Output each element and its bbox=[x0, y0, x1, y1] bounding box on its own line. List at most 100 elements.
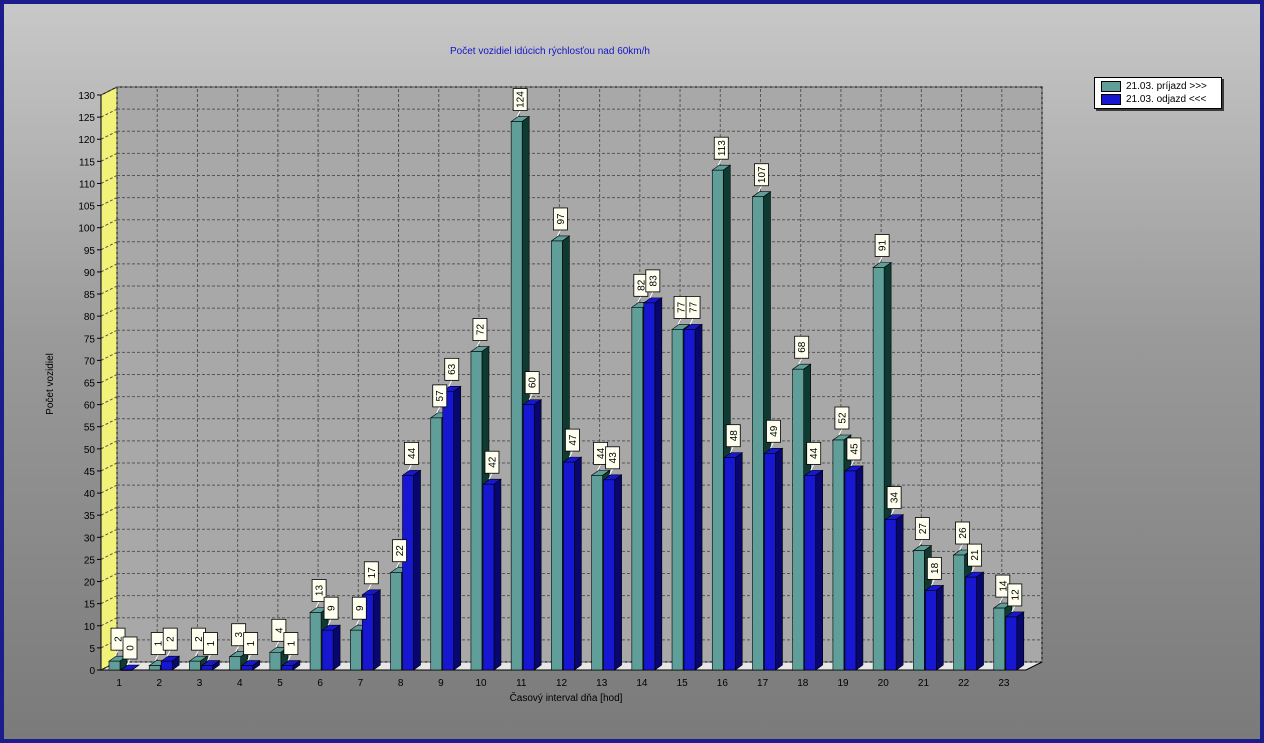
bar-s1-c4 bbox=[281, 665, 294, 671]
y-tick-label: 85 bbox=[84, 290, 96, 301]
data-label-box-s1-c3 bbox=[243, 632, 259, 655]
bar-s0-c13 bbox=[631, 307, 644, 671]
y-tick-label: 95 bbox=[84, 246, 96, 257]
x-tick-label-3: 4 bbox=[237, 678, 243, 689]
data-label-leader-s1-c2 bbox=[206, 654, 211, 661]
data-label-box-s0-c16 bbox=[754, 163, 769, 187]
y-tick-label: 70 bbox=[84, 356, 96, 367]
bar-s0-c16 bbox=[752, 196, 764, 671]
data-label-s0-c21: 26 bbox=[958, 527, 969, 539]
x-tick-label-15: 16 bbox=[717, 678, 729, 689]
y-tick-label: 5 bbox=[89, 644, 95, 655]
bar-s1-c22 bbox=[1005, 616, 1018, 671]
data-label-leader-s1-c6 bbox=[367, 583, 372, 591]
data-label-leader-s1-c10 bbox=[528, 393, 533, 400]
legend-item-prijazd: 21.03. príjazd >>> bbox=[1101, 81, 1207, 93]
bar-s0-c12 bbox=[591, 475, 603, 671]
y-tick-label: 100 bbox=[78, 224, 95, 235]
bar-side-s1-c15 bbox=[734, 452, 743, 671]
data-label-leader-s1-c17 bbox=[810, 464, 815, 471]
x-tick-label-0: 1 bbox=[116, 678, 122, 689]
bar-side-s1-c18 bbox=[855, 465, 864, 671]
legend-label-odjazd: 21.03. odjazd <<< bbox=[1126, 94, 1207, 106]
y-tick-label: 60 bbox=[84, 401, 96, 412]
gridline-side bbox=[100, 219, 118, 229]
y-tick-label: 125 bbox=[78, 113, 95, 124]
data-label-s1-c18: 45 bbox=[849, 443, 860, 455]
data-label-s1-c13: 83 bbox=[648, 275, 659, 287]
y-tick-label: 50 bbox=[84, 445, 96, 456]
bar-side-s1-c14 bbox=[694, 323, 703, 671]
bar-s0-c10 bbox=[510, 121, 523, 671]
data-label-s0-c10: 124 bbox=[516, 91, 527, 108]
x-tick-label-16: 17 bbox=[757, 678, 769, 689]
bar-s1-c16 bbox=[764, 452, 776, 671]
gridline-side bbox=[100, 241, 118, 251]
data-label-box-s1-c11 bbox=[564, 428, 580, 452]
data-label-leader-s1-c16 bbox=[770, 442, 774, 449]
y-tick-label: 10 bbox=[84, 622, 96, 633]
x-tick-label-14: 15 bbox=[677, 678, 689, 689]
bar-side-s1-c20 bbox=[936, 584, 944, 671]
data-label-s1-c11: 47 bbox=[568, 434, 579, 446]
bar-s1-c21 bbox=[965, 576, 977, 671]
bar-side-s1-c12 bbox=[614, 474, 622, 671]
left-wall bbox=[100, 86, 118, 671]
data-label-leader-s0-c18 bbox=[838, 428, 843, 436]
y-tick-label: 120 bbox=[78, 135, 95, 146]
data-label-s1-c12: 43 bbox=[608, 452, 619, 464]
y-tick-label: 20 bbox=[84, 578, 96, 589]
x-tick-label-20: 21 bbox=[918, 678, 930, 689]
bar-s0-c3 bbox=[229, 656, 241, 671]
y-tick-label: 25 bbox=[84, 555, 96, 566]
y-tick-label: 65 bbox=[84, 379, 96, 390]
bar-side-s1-c11 bbox=[574, 456, 582, 671]
data-label-leader-s0-c0 bbox=[114, 649, 119, 657]
data-label-box-s1-c8 bbox=[444, 357, 460, 381]
data-label-box-s0-c4 bbox=[271, 618, 287, 642]
data-label-s1-c3: 1 bbox=[246, 640, 257, 646]
y-tick-label: 110 bbox=[79, 179, 95, 190]
gridline-side bbox=[100, 263, 118, 273]
data-label-s0-c1: 1 bbox=[154, 640, 165, 646]
bar-s0-c9 bbox=[470, 351, 483, 671]
data-label-leader-s0-c7 bbox=[396, 561, 400, 568]
legend-swatch-prijazd bbox=[1101, 81, 1121, 92]
bar-s0-c0 bbox=[108, 660, 121, 671]
data-label-s0-c8: 57 bbox=[435, 390, 446, 402]
data-label-leader-s1-c4 bbox=[287, 654, 292, 661]
x-tick-label-2: 3 bbox=[197, 678, 203, 689]
bar-s1-c10 bbox=[522, 404, 535, 671]
gridline-side bbox=[100, 506, 118, 516]
x-tick-label-1: 2 bbox=[157, 678, 163, 689]
bar-side-s1-c22 bbox=[1016, 611, 1025, 671]
x-tick-label-17: 18 bbox=[797, 678, 809, 689]
data-label-s1-c5: 9 bbox=[327, 605, 338, 611]
bar-side-s1-c19 bbox=[895, 514, 904, 671]
data-label-box-s1-c16 bbox=[766, 419, 781, 443]
y-tick-label: 15 bbox=[84, 600, 96, 611]
bar-s1-c15 bbox=[723, 457, 736, 671]
data-label-box-s0-c19 bbox=[874, 234, 890, 257]
data-label-s0-c0: 2 bbox=[114, 636, 125, 642]
data-label-leader-s1-c14 bbox=[689, 318, 694, 325]
bar-s0-c7 bbox=[390, 572, 402, 671]
data-label-box-s0-c6 bbox=[351, 596, 367, 620]
data-label-box-s0-c17 bbox=[794, 335, 810, 359]
bar-side-s1-c10 bbox=[533, 399, 542, 671]
x-tick-label-19: 20 bbox=[878, 678, 890, 689]
y-tick-label: 130 bbox=[78, 91, 95, 102]
bar-s1-c17 bbox=[804, 475, 816, 671]
data-label-leader-s0-c13 bbox=[637, 296, 642, 303]
y-tick-label: 45 bbox=[84, 467, 96, 478]
gridline-side bbox=[100, 462, 118, 472]
gridline-side bbox=[100, 175, 118, 184]
data-label-box-s0-c10 bbox=[512, 88, 528, 111]
data-label-leader-s0-c3 bbox=[235, 645, 240, 652]
data-label-leader-s0-c20 bbox=[918, 539, 923, 546]
y-tick-label: 30 bbox=[84, 533, 96, 544]
x-tick-label-10: 11 bbox=[516, 678, 527, 689]
data-label-leader-s0-c19 bbox=[878, 256, 883, 263]
bar-side-s1-c13 bbox=[654, 297, 663, 671]
data-label-box-s1-c20 bbox=[926, 556, 942, 580]
